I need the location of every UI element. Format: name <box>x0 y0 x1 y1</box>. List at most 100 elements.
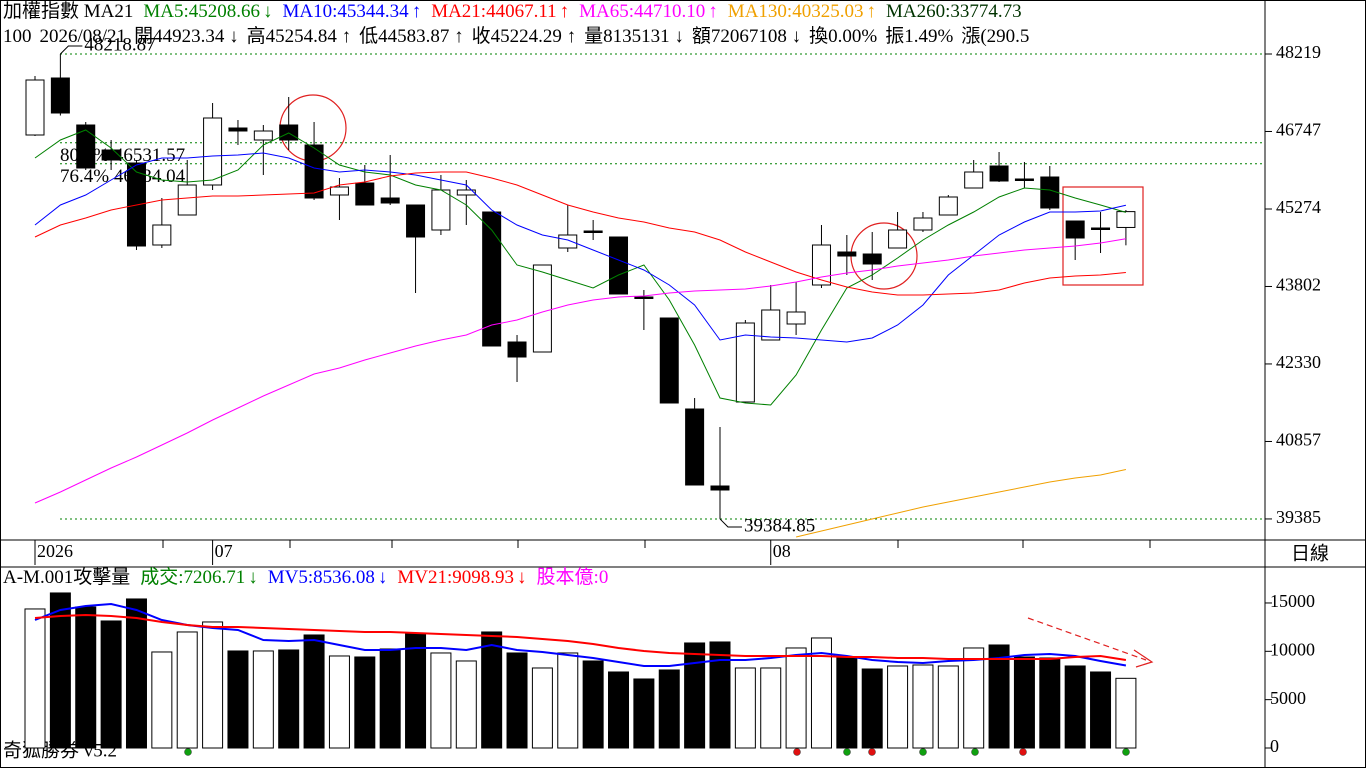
info-item: 振1.49% <box>885 25 953 47</box>
volume-bar <box>582 660 604 749</box>
x-tick-label: 08 <box>773 541 791 561</box>
x-tick-label: 07 <box>215 541 233 561</box>
candle-body <box>609 236 629 295</box>
candle-body <box>152 224 172 246</box>
legend-entry: MV5:8536.08 <box>268 567 375 588</box>
y-tick-label: 39385 <box>1276 507 1321 527</box>
candle-body <box>913 217 933 231</box>
legend-arrow: ↓ <box>517 567 527 588</box>
y-tick-label: 10000 <box>1270 639 1315 659</box>
candle-body <box>938 196 958 216</box>
y-tick-label: 46747 <box>1276 120 1321 140</box>
y-tick-label: 15000 <box>1270 591 1315 611</box>
candle-body <box>1065 220 1085 239</box>
legend-arrow: ↑ <box>708 1 718 22</box>
volume-bar <box>252 650 274 749</box>
candle-body <box>482 211 502 347</box>
volume-bar <box>836 656 858 749</box>
volume-bar <box>633 678 655 749</box>
volume-bar <box>202 621 224 749</box>
volume-bar <box>963 647 985 749</box>
candle-body <box>989 165 1009 182</box>
y-tick-label: 43802 <box>1276 275 1321 295</box>
y-tick-label: 0 <box>1270 736 1279 756</box>
candle-body <box>406 204 426 238</box>
volume-bar <box>176 631 198 749</box>
legend-arrow: ↑ <box>560 1 570 22</box>
volume-bar <box>481 631 503 749</box>
candle-body <box>50 77 70 114</box>
candle-body <box>355 182 375 206</box>
volume-bar <box>557 652 579 749</box>
candle-body <box>253 130 273 141</box>
volume-bar <box>684 642 706 749</box>
info-item: 低44583.87 ↑ <box>359 25 464 47</box>
x-tick-label: 2026 <box>37 541 73 561</box>
volume-bar <box>227 650 249 749</box>
volume-bar <box>303 634 325 749</box>
volume-bar <box>1013 656 1035 749</box>
candle-body <box>1091 227 1111 230</box>
volume-bar <box>405 633 427 749</box>
volume-bar <box>506 652 528 749</box>
y-tick-label: 45274 <box>1276 197 1321 217</box>
volume-bar <box>658 669 680 749</box>
y-tick-label: 42330 <box>1276 352 1321 372</box>
candle-body <box>685 408 705 486</box>
volume-bar <box>354 656 376 749</box>
legend-entry: MA21:44067.11 <box>431 1 556 22</box>
extreme-label: 39384.85 <box>744 515 815 536</box>
legend-arrow: ↓ <box>248 567 258 588</box>
volume-bar <box>1115 677 1137 749</box>
info-item: 收45224.29 ↑ <box>472 25 577 47</box>
volume-bar <box>1064 665 1086 749</box>
legend: A-M.001攻擊量 成交:7206.71 ↓ MV5:8536.08 ↓ MV21:90… <box>3 566 608 588</box>
candle-body <box>583 230 603 233</box>
fib-label: 76.4% 46134.04 <box>60 166 186 187</box>
legend-title: A-M.001攻擊量 <box>3 566 130 588</box>
info-item: 換0.00% <box>809 25 877 47</box>
legend-arrow: ↓ <box>378 567 388 588</box>
volume-bar <box>1039 657 1061 749</box>
volume-bar <box>24 608 46 749</box>
volume-bar <box>734 667 756 749</box>
candle-body <box>456 189 476 196</box>
candle-body <box>507 341 527 358</box>
legend-arrow: ↓ <box>263 1 273 22</box>
candle-body <box>964 171 984 189</box>
candle-body <box>888 229 908 249</box>
candle-body <box>532 264 552 353</box>
volume-bar <box>75 606 97 749</box>
volume-bar <box>760 667 782 749</box>
info-item: 額72067108 ↓ <box>692 25 801 47</box>
legend-entry: MA260:33774.73 <box>886 1 1022 22</box>
volume-bar <box>430 652 452 749</box>
candle-body <box>634 296 654 299</box>
volume-bar <box>531 667 553 749</box>
candle-body <box>304 144 324 199</box>
candle-body <box>761 309 781 341</box>
legend-entry: 股本億:0 <box>537 566 609 588</box>
volume-bar <box>328 655 350 749</box>
level-pointer <box>719 518 742 528</box>
info-item: 2026/08/21 <box>40 26 127 47</box>
series-line <box>34 602 1127 667</box>
volume-bar <box>810 637 832 749</box>
period-label: 日線 <box>1291 542 1329 564</box>
volume-bar <box>455 660 477 749</box>
candle-body <box>659 317 679 404</box>
legend-entry: MA5:45208.66 <box>143 1 260 22</box>
info-item: 漲(290.5 <box>961 25 1029 47</box>
volume-bar <box>785 647 807 749</box>
candle-body <box>1116 211 1136 228</box>
legend-title: 加權指數 MA21 <box>3 0 133 22</box>
series-line <box>34 238 1126 504</box>
volume-bar <box>937 665 959 749</box>
candle-body <box>228 127 248 132</box>
candle-body <box>811 244 831 286</box>
candle-body <box>101 149 121 161</box>
candle-body <box>558 234 578 249</box>
volume-bar <box>151 651 173 749</box>
extreme-label: 48218.87 <box>84 34 155 55</box>
